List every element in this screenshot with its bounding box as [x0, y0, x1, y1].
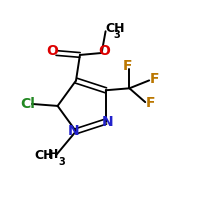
Text: 3: 3	[113, 30, 120, 40]
Text: 3: 3	[58, 157, 65, 167]
Text: F: F	[145, 96, 155, 110]
Text: O: O	[99, 44, 111, 58]
Text: Cl: Cl	[21, 97, 35, 111]
Text: O: O	[46, 44, 58, 58]
Text: N: N	[102, 115, 114, 129]
Text: CH: CH	[106, 22, 125, 35]
Text: CH: CH	[35, 149, 54, 162]
Text: F: F	[123, 59, 132, 73]
Text: N: N	[68, 124, 80, 138]
Text: F: F	[149, 72, 159, 86]
Text: H: H	[48, 148, 59, 161]
